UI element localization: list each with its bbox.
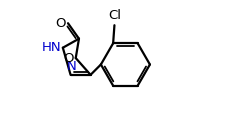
Text: Cl: Cl [108, 9, 121, 22]
Text: O: O [63, 52, 74, 64]
Text: O: O [56, 17, 66, 30]
Text: N: N [67, 60, 77, 73]
Text: HN: HN [41, 41, 61, 54]
